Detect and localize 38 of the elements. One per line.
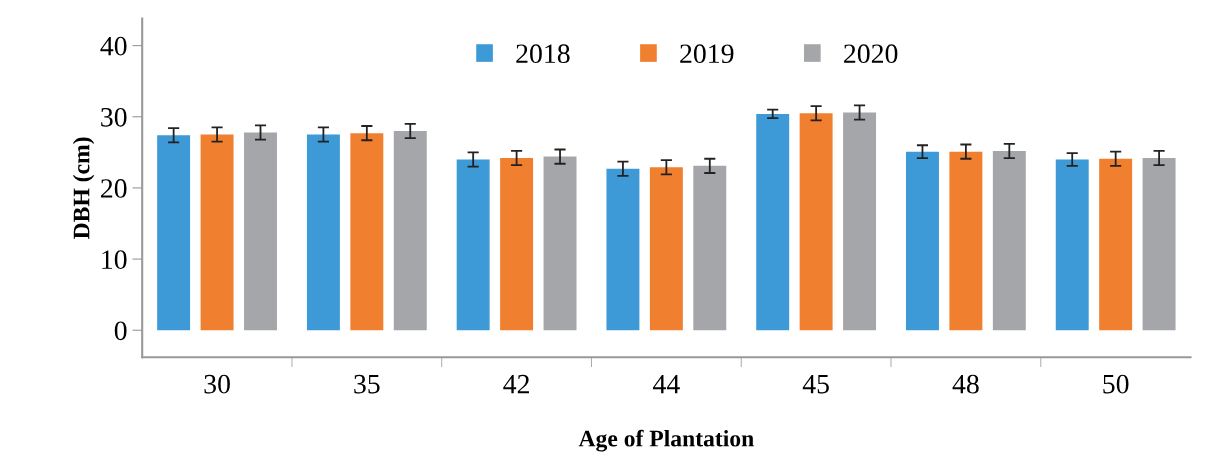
y-tick-label: 0 (114, 321, 127, 341)
y-axis-title: DBH (cm) (72, 137, 95, 239)
x-tick-label: 50 (1103, 374, 1129, 394)
x-tick-label: 30 (204, 374, 230, 394)
bar (1142, 158, 1176, 331)
bar (157, 135, 191, 331)
bar (456, 159, 490, 331)
bar (756, 113, 790, 331)
y-tick-label: 10 (102, 250, 127, 269)
bar (543, 156, 577, 331)
x-axis-title: Age of Plantation (578, 429, 754, 452)
bar (1055, 159, 1089, 331)
x-tick-label: 48 (952, 374, 979, 394)
y-tick-label: 40 (100, 36, 127, 56)
bar (799, 113, 833, 331)
bar (949, 151, 983, 331)
bar (1099, 158, 1133, 331)
bar (500, 158, 534, 331)
bar (905, 151, 939, 331)
x-tick-label: 42 (503, 374, 529, 394)
x-tick-label: 35 (354, 374, 380, 394)
x-tick-label: 45 (802, 374, 829, 394)
legend-label: 2018 (516, 44, 570, 64)
bar (306, 134, 340, 331)
legend-label: 2019 (680, 44, 734, 64)
bar (350, 133, 384, 331)
bar (200, 134, 234, 331)
bar (843, 112, 877, 331)
x-tick-label: 44 (653, 374, 680, 394)
y-tick-label: 30 (101, 107, 127, 127)
y-tick-label: 20 (101, 179, 127, 198)
bar (992, 150, 1026, 331)
legend-label: 2020 (844, 44, 898, 64)
bar (244, 132, 277, 331)
bar (393, 130, 427, 331)
bar (606, 168, 640, 331)
bar (693, 165, 727, 331)
bar (649, 167, 683, 331)
